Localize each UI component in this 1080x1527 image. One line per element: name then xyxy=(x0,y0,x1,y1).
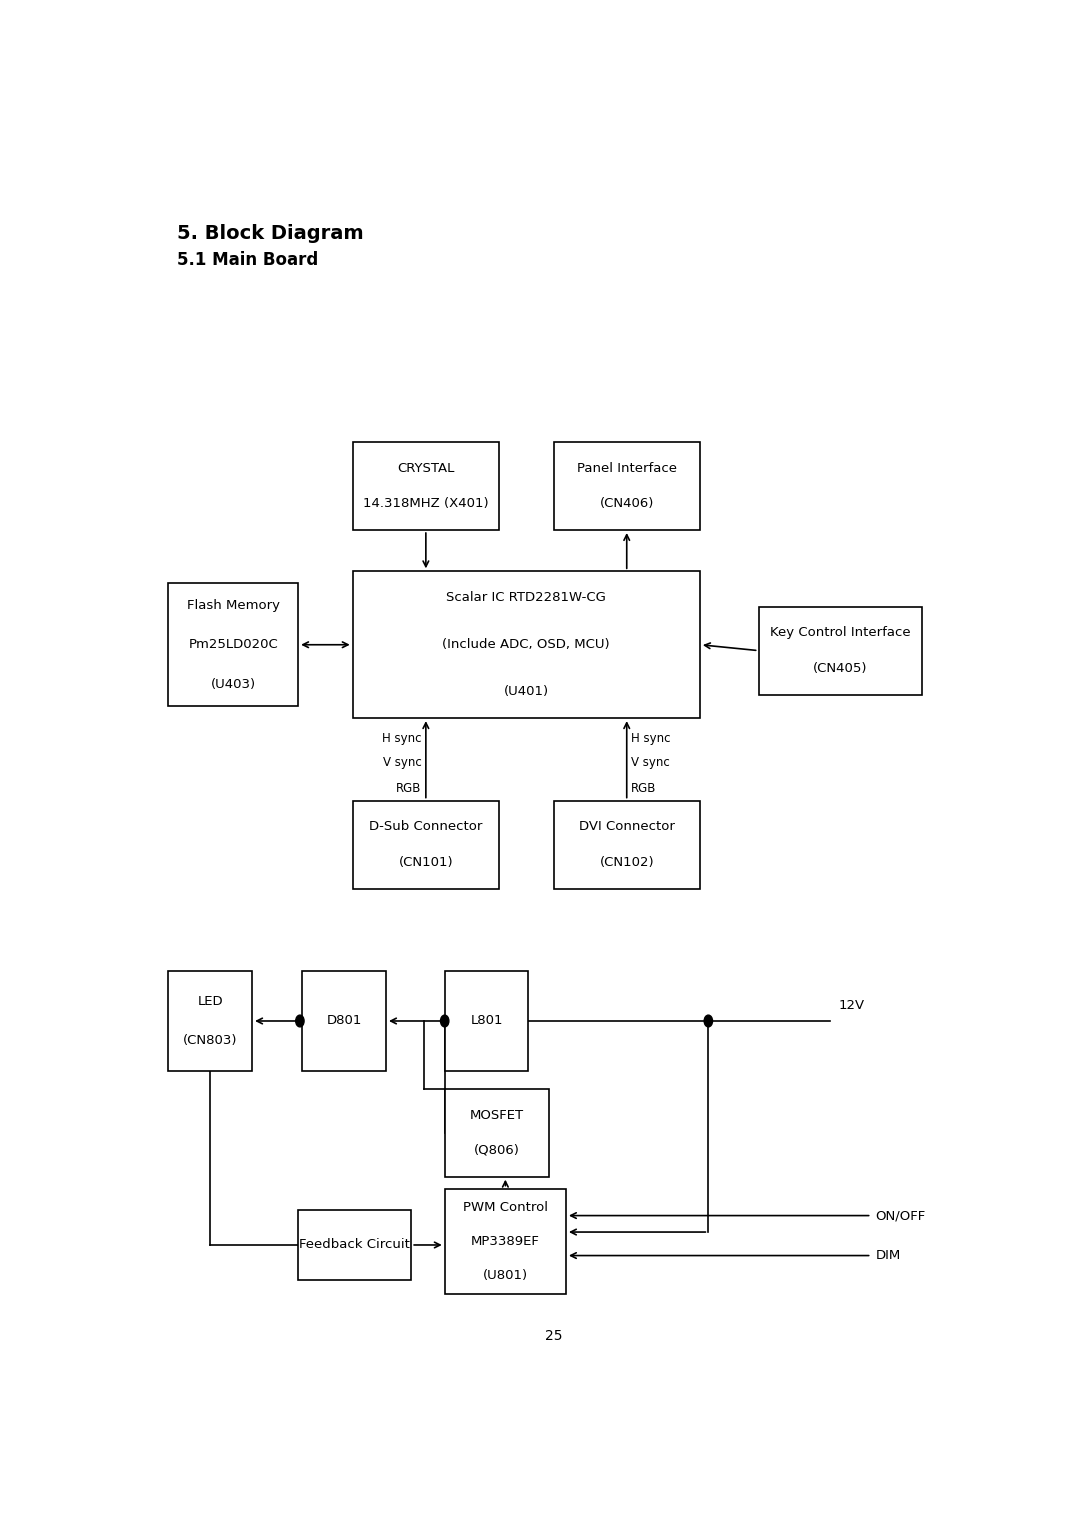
Text: RGB: RGB xyxy=(631,782,657,796)
Text: (CN101): (CN101) xyxy=(399,855,454,869)
Bar xyxy=(554,441,700,530)
Text: 5. Block Diagram: 5. Block Diagram xyxy=(177,224,364,243)
Circle shape xyxy=(441,1015,449,1026)
Text: DIM: DIM xyxy=(876,1249,901,1261)
Bar xyxy=(352,441,499,530)
Text: (CN803): (CN803) xyxy=(184,1034,238,1048)
Bar xyxy=(168,971,253,1070)
Text: 14.318MHZ (X401): 14.318MHZ (X401) xyxy=(363,498,488,510)
Text: D801: D801 xyxy=(326,1014,362,1028)
Text: H sync: H sync xyxy=(631,731,671,745)
Text: CRYSTAL: CRYSTAL xyxy=(397,461,455,475)
Text: PWM Control: PWM Control xyxy=(463,1202,548,1214)
Text: (U403): (U403) xyxy=(211,678,256,690)
Text: Scalar IC RTD2281W-CG: Scalar IC RTD2281W-CG xyxy=(446,591,606,605)
Text: V sync: V sync xyxy=(631,756,670,770)
Text: (CN405): (CN405) xyxy=(813,661,867,675)
Text: (U401): (U401) xyxy=(503,686,549,698)
Text: Flash Memory: Flash Memory xyxy=(187,599,280,612)
Text: 5.1 Main Board: 5.1 Main Board xyxy=(177,252,319,269)
Text: 12V: 12V xyxy=(838,999,864,1011)
Bar xyxy=(298,1209,411,1280)
Circle shape xyxy=(296,1015,305,1026)
Text: L801: L801 xyxy=(470,1014,503,1028)
Text: V sync: V sync xyxy=(383,756,421,770)
Text: (CN406): (CN406) xyxy=(599,498,653,510)
Text: H sync: H sync xyxy=(382,731,421,745)
Bar xyxy=(302,971,387,1070)
Text: Pm25LD020C: Pm25LD020C xyxy=(189,638,279,651)
Text: MP3389EF: MP3389EF xyxy=(471,1235,540,1248)
Text: ON/OFF: ON/OFF xyxy=(876,1209,926,1222)
Bar xyxy=(554,800,700,889)
Text: (U801): (U801) xyxy=(483,1269,528,1281)
Text: DVI Connector: DVI Connector xyxy=(579,820,675,834)
Text: (CN102): (CN102) xyxy=(599,855,654,869)
Text: LED: LED xyxy=(198,994,224,1008)
Circle shape xyxy=(704,1015,713,1026)
Text: (Include ADC, OSD, MCU): (Include ADC, OSD, MCU) xyxy=(443,638,610,651)
Text: D-Sub Connector: D-Sub Connector xyxy=(369,820,483,834)
Bar xyxy=(168,583,298,707)
Bar xyxy=(352,571,700,718)
Bar xyxy=(445,971,528,1070)
Text: 25: 25 xyxy=(544,1328,563,1342)
Text: Feedback Circuit: Feedback Circuit xyxy=(299,1238,410,1252)
Bar xyxy=(352,800,499,889)
Text: MOSFET: MOSFET xyxy=(470,1109,524,1121)
Text: RGB: RGB xyxy=(396,782,421,796)
Bar xyxy=(445,1188,566,1295)
Bar xyxy=(445,1089,550,1177)
Text: Key Control Interface: Key Control Interface xyxy=(770,626,910,640)
Text: Panel Interface: Panel Interface xyxy=(577,461,677,475)
Text: (Q806): (Q806) xyxy=(474,1144,519,1157)
Bar xyxy=(758,606,921,695)
